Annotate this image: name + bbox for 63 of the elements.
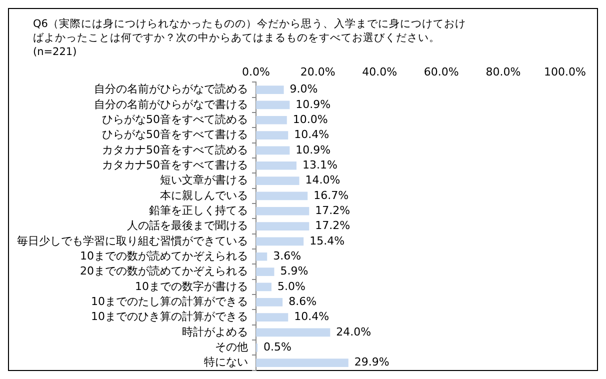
y-tick-label: 人の話を最後まで聞ける (127, 219, 248, 232)
y-tick-label: 10までの数字が書ける (135, 280, 248, 293)
bar (256, 358, 348, 367)
y-tick-label: 時計がよめる (182, 325, 248, 338)
bar (256, 116, 287, 124)
data-label: 10.9% (296, 98, 331, 111)
data-label: 8.6% (288, 295, 317, 308)
x-tick-label: 100.0% (544, 65, 586, 78)
y-tick-label: 10までの数が読めてかぞえられる (80, 249, 248, 262)
data-label: 17.2% (315, 219, 350, 232)
data-label: 24.0% (336, 325, 372, 338)
data-label: 13.1% (302, 158, 338, 172)
data-label: 10.0% (292, 112, 328, 126)
y-tick-label: 自分の名前がひらがなで書ける (94, 98, 248, 111)
bar (256, 131, 288, 140)
bar (256, 237, 304, 246)
data-label: 14.0% (305, 174, 340, 187)
data-label: 10.4% (294, 310, 330, 324)
data-label: 5.9% (280, 264, 308, 278)
bar (256, 161, 296, 170)
y-tick-label: 毎日少しでも学習に取り組む習慣ができている (17, 234, 248, 248)
bar (256, 328, 330, 337)
bar (256, 222, 310, 230)
data-label: 10.9% (296, 143, 331, 156)
data-label: 15.4% (310, 234, 345, 248)
data-label: 10.4% (294, 128, 330, 142)
bar (256, 268, 274, 276)
y-tick-label: 特にない (204, 356, 248, 369)
y-tick-label: 10までのたし算の計算ができる (91, 295, 248, 308)
x-tick-label: 60.0% (424, 65, 459, 78)
bar (256, 192, 308, 200)
y-tick-label: 20までの数が読めてかぞえられる (80, 264, 248, 278)
data-label: 9.0% (290, 82, 318, 96)
bar (256, 282, 272, 292)
bar (256, 146, 290, 155)
y-tick-label: 短い文章が書ける (160, 174, 248, 187)
y-tick-label: ひらがな50音をすべて読める (102, 112, 248, 126)
x-tick-label: 40.0% (362, 65, 398, 78)
y-tick-label: 鉛筆を正しく持てる (149, 204, 248, 217)
y-tick-label: 本に親しんでいる (160, 188, 248, 202)
y-tick-label: 自分の名前がひらがなで読める (94, 82, 248, 96)
y-tick-label: その他 (215, 340, 248, 354)
bar (256, 176, 300, 185)
data-label: 3.6% (273, 249, 302, 262)
data-label: 16.7% (314, 188, 349, 202)
data-label: 5.0% (277, 280, 306, 293)
bar (256, 86, 284, 94)
x-tick-label: 80.0% (486, 65, 521, 78)
bar (256, 252, 268, 261)
data-label: 0.5% (264, 340, 292, 354)
bar (256, 298, 283, 306)
bar (256, 313, 288, 322)
data-label: 17.2% (315, 204, 350, 217)
data-label: 29.9% (354, 356, 390, 369)
x-tick-label: 20.0% (300, 65, 336, 78)
y-tick-label: カタカナ50音をすべて書ける (102, 158, 248, 172)
x-tick-label: 0.0% (242, 65, 270, 78)
bar (256, 100, 290, 110)
bar (256, 206, 310, 216)
y-tick-label: ひらがな50音をすべて書ける (102, 128, 248, 142)
y-tick-label: カタカナ50音をすべて読める (102, 143, 248, 156)
y-tick-label: 10までのひき算の計算ができる (91, 310, 248, 324)
chart-title: Q6（実際には身につけられなかったものの）今だから思う、入学までに身につけておけばよかったことは何ですか？次の中からあてはまるものをすべてお選びください。(n=221) (32, 17, 467, 59)
